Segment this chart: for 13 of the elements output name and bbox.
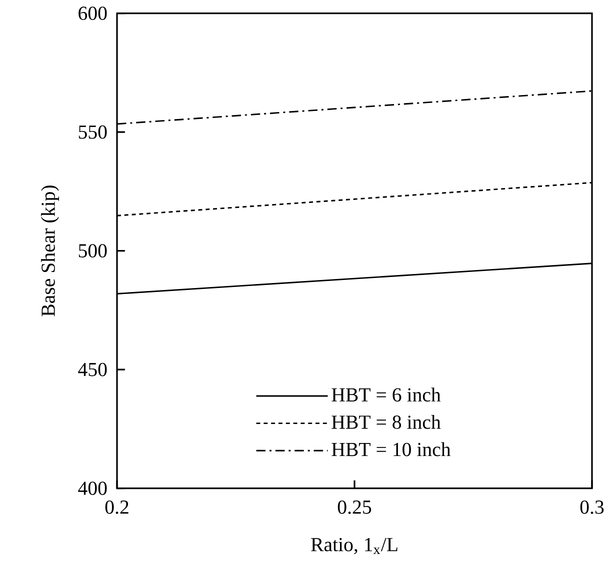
x-tick-label: 0.2 [105, 500, 128, 514]
y-tick-label: 500 [78, 244, 107, 258]
legend-label: HBT = 8 inch [332, 415, 441, 430]
legend-label: HBT = 6 inch [332, 388, 441, 402]
x-axis-title: Ratio, 1$_{x}$/L [311, 538, 398, 554]
y-tick-label: 600 [78, 6, 107, 20]
y-axis-title: Base Shear (kip) [41, 186, 59, 317]
x-tick-label: 0.25 [338, 500, 372, 514]
legend-label: HBT = 10 inch [332, 442, 451, 456]
y-tick-label: 400 [78, 482, 107, 496]
y-tick-label: 550 [78, 126, 107, 139]
x-tick-label: 0.3 [580, 500, 604, 514]
y-tick-label: 450 [78, 363, 107, 376]
